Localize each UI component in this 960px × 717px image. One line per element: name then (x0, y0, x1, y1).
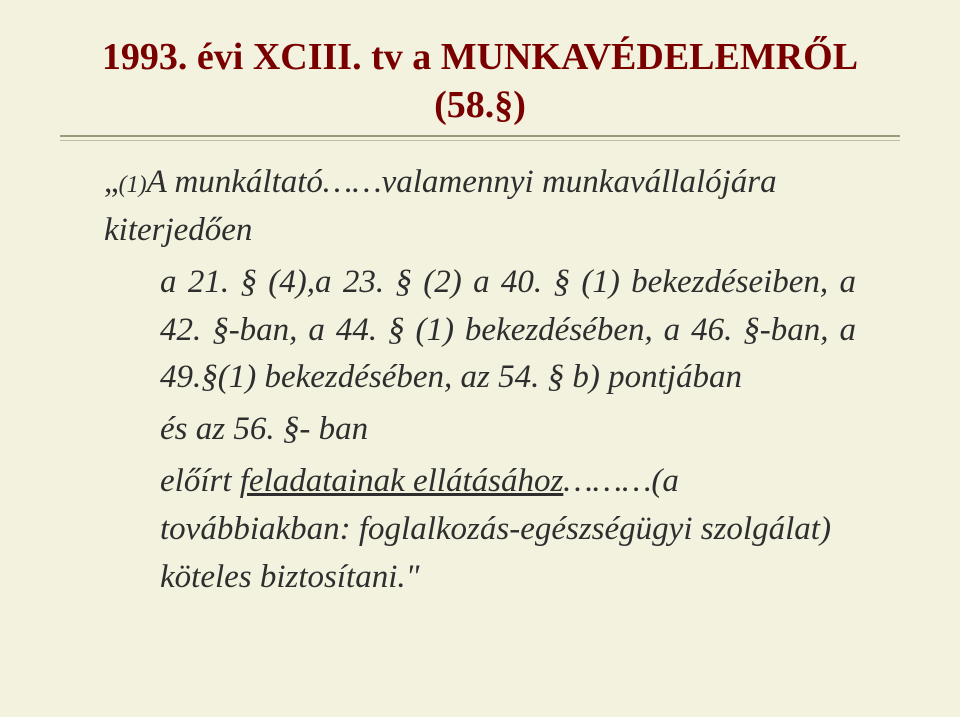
p4-term: foglalkozás-egészségügyi szolgálat (359, 511, 820, 547)
paragraph-3: és az 56. §- ban (160, 406, 856, 454)
p4-underlined: feladatainak ellátásához (240, 463, 564, 499)
slide-title: 1993. évi XCIII. tv a MUNKAVÉDELEMRŐL (5… (60, 34, 900, 129)
paragraph-1: „(1)A munkáltató……valamennyi munkavállal… (104, 159, 856, 255)
paragraph-4: előírt feladatainak ellátásához………(a tov… (160, 458, 856, 602)
p4-pre: előírt (160, 463, 240, 499)
paragraph-2: a 21. § (4),a 23. § (2) a 40. § (1) beke… (160, 259, 856, 403)
title-rule-1 (60, 135, 900, 137)
slide: 1993. évi XCIII. tv a MUNKAVÉDELEMRŐL (5… (0, 0, 960, 717)
p1-rest: A munkáltató……valamennyi munkavállalójár… (104, 164, 777, 248)
title-rule-2 (60, 140, 900, 141)
body: „(1)A munkáltató……valamennyi munkavállal… (60, 159, 900, 602)
open-quote: „ (104, 164, 119, 200)
p1-sub: (1) (119, 172, 147, 198)
